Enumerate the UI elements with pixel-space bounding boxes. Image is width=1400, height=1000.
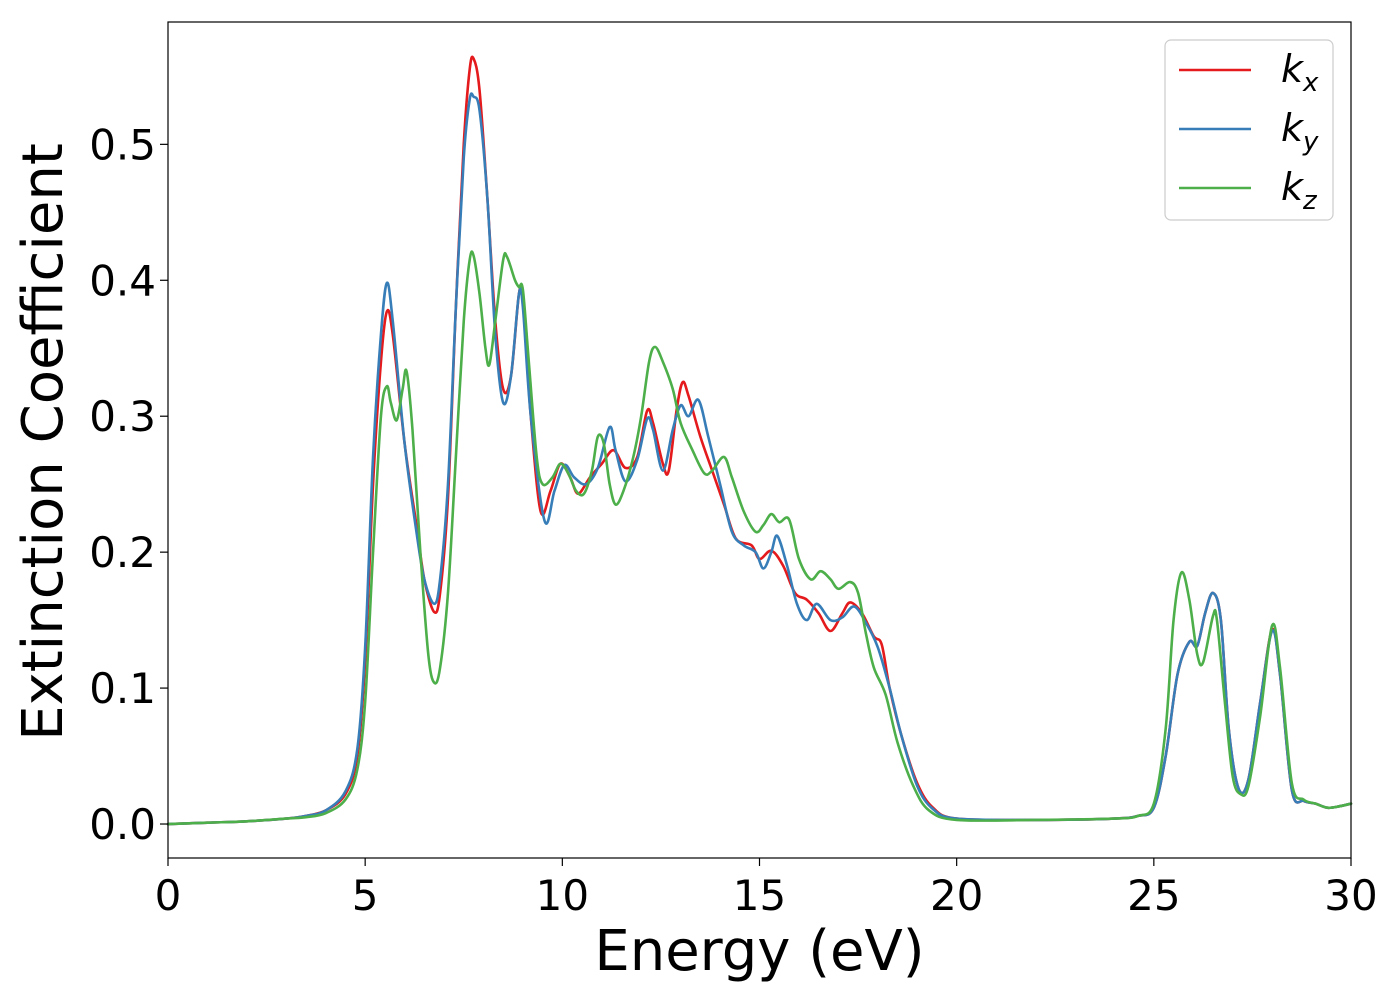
y-tick-label: 0.3	[89, 392, 156, 441]
legend-label-subscript: z	[1302, 186, 1318, 216]
x-tick-label: 10	[536, 871, 589, 920]
y-tick-label: 0.4	[89, 256, 156, 305]
y-tick-label: 0.5	[89, 120, 156, 169]
x-tick-label: 30	[1324, 871, 1377, 920]
x-tick-label: 20	[930, 871, 983, 920]
legend-label: ky	[1281, 106, 1319, 157]
legend-label-subscript: y	[1302, 127, 1319, 157]
legend-item-kz: kz	[1179, 165, 1318, 216]
x-tick-label: 25	[1127, 871, 1180, 920]
legend-label: kz	[1281, 165, 1318, 216]
y-axis: 0.0 0.1 0.2 0.3 0.4 0.5	[89, 120, 168, 849]
legend-item-kx: kx	[1179, 47, 1319, 98]
y-axis-label: Extinction Coefficient	[11, 143, 76, 741]
legend-label: kx	[1281, 47, 1319, 98]
x-tick-label: 5	[352, 871, 379, 920]
y-tick-label: 0.2	[89, 528, 156, 577]
legend-item-ky: ky	[1179, 106, 1319, 157]
x-tick-label: 15	[733, 871, 786, 920]
y-tick-label: 0.1	[89, 664, 156, 713]
x-axis: 0 5 10 15 20 25 30	[155, 858, 1378, 920]
y-tick-label: 0.0	[89, 800, 156, 849]
legend-label-subscript: x	[1302, 68, 1319, 98]
x-axis-label: Energy (eV)	[594, 919, 924, 984]
series-layer	[166, 55, 1353, 826]
legend-label-main: k	[1281, 47, 1305, 91]
legend-label-main: k	[1281, 165, 1305, 209]
legend-label-main: k	[1281, 106, 1305, 150]
x-tick-label: 0	[155, 871, 182, 920]
series-line-kz	[166, 250, 1353, 826]
